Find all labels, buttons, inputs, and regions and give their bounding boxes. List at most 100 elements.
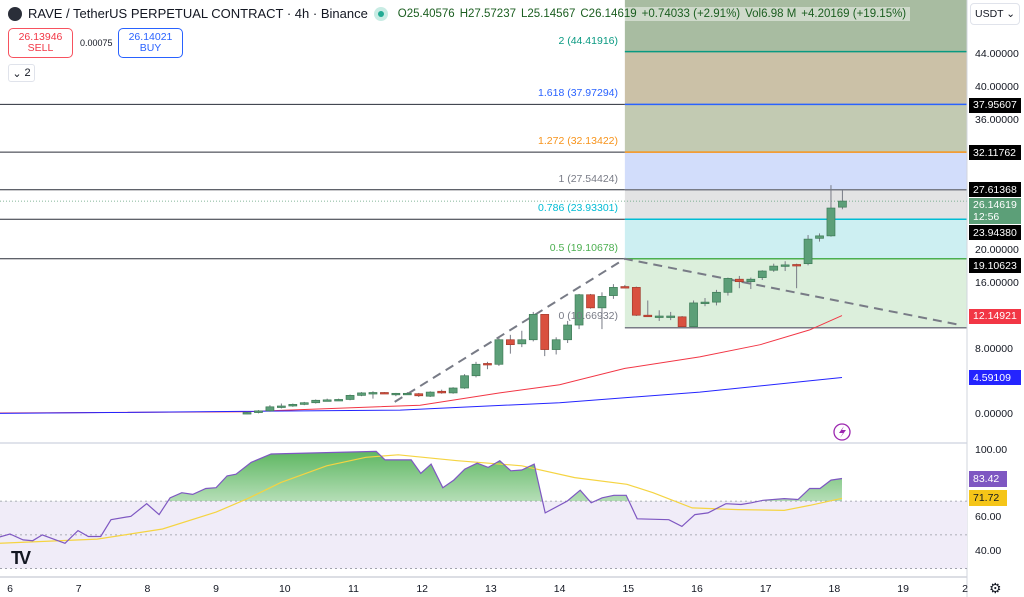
- time-axis-label: 6: [7, 583, 13, 595]
- candle: [563, 320, 572, 344]
- market-status-icon[interactable]: [373, 6, 388, 21]
- lightning-bolt-icon: [839, 426, 846, 438]
- candle-body: [769, 265, 779, 271]
- candle-body: [609, 287, 618, 296]
- time-axis-label: 8: [144, 583, 151, 595]
- candle: [666, 311, 676, 321]
- fib-zone: [624, 0, 967, 52]
- price-tag: 23.94380: [969, 225, 1021, 241]
- fib-level-label: 1.618 (37.97294): [538, 87, 618, 100]
- dashed-trendline: [394, 257, 961, 403]
- indicators-toggle-button[interactable]: ⌄ 2: [8, 64, 35, 82]
- candle: [746, 277, 756, 290]
- price-axis-label: 36.00000: [975, 113, 1019, 126]
- sell-price: 26.13946: [18, 31, 63, 43]
- fib-zone: [624, 189, 967, 220]
- time-axis-label: 13: [485, 583, 497, 595]
- moving-average-red: [0, 315, 843, 414]
- time-axis-label: 11: [348, 583, 359, 595]
- candle: [620, 284, 630, 289]
- candle: [689, 300, 698, 328]
- candle: [425, 391, 435, 398]
- currency-select[interactable]: USDT ⌄: [970, 3, 1020, 25]
- candle: [597, 292, 607, 330]
- candle: [311, 399, 321, 404]
- fib-level-label: 1 (27.54424): [558, 172, 618, 185]
- candle: [735, 275, 744, 289]
- candle-body: [448, 387, 458, 394]
- candle-body: [483, 363, 492, 366]
- candle-body: [689, 302, 698, 328]
- time-axis-label: 9: [213, 583, 220, 595]
- buy-button[interactable]: 26.14021 BUY: [118, 28, 183, 58]
- candle-body: [540, 314, 550, 350]
- fib-zone: [624, 219, 967, 259]
- currency-label: USDT: [975, 8, 1004, 20]
- candle-body: [334, 399, 343, 402]
- rsi-axis-label: 40.00: [975, 544, 1002, 557]
- candle: [483, 361, 492, 370]
- candle: [677, 316, 687, 329]
- tradingview-logo-icon[interactable]: TV: [11, 548, 31, 568]
- candle: [380, 392, 389, 395]
- change2-value: +4.20169 (+19.15%): [801, 7, 907, 20]
- rsi-ma-line: [0, 454, 843, 544]
- price-tag: 37.95607: [969, 97, 1021, 113]
- candle-body: [826, 207, 836, 237]
- candle-body: [792, 264, 801, 267]
- rsi-axis-label: 100.00: [975, 443, 1008, 456]
- chevron-down-icon: ⌄: [1006, 8, 1015, 20]
- symbol-title[interactable]: RAVE / TetherUS PERPETUAL CONTRACT · 4h …: [28, 6, 368, 21]
- candle-body: [368, 392, 378, 395]
- candle-body: [265, 406, 275, 412]
- spread-value: 0.00075: [80, 38, 113, 48]
- fib-zone: [624, 152, 967, 190]
- candle-body: [277, 405, 286, 408]
- candle-body: [311, 399, 321, 404]
- price-axis-label: 8.00000: [975, 342, 1013, 355]
- candle: [471, 361, 481, 378]
- fib-level-label: 1.272 (32.13422): [538, 135, 618, 148]
- candle-body: [677, 316, 687, 328]
- candle: [299, 401, 309, 406]
- open-value: O25.40576: [397, 7, 455, 20]
- price-axis-label: 0.00000: [975, 408, 1013, 420]
- candle: [631, 286, 641, 317]
- candle-body: [597, 296, 607, 309]
- candle: [288, 403, 298, 407]
- settings-gear-icon[interactable]: ⚙: [989, 580, 1002, 596]
- candle-body: [322, 399, 332, 402]
- candle-body: [815, 235, 824, 239]
- time-axis-label: 2: [962, 583, 968, 595]
- candle-body: [654, 315, 664, 318]
- candle: [654, 310, 664, 321]
- sell-label: SELL: [27, 42, 54, 54]
- candle-body: [631, 287, 641, 316]
- candle-body: [460, 375, 469, 389]
- candle: [528, 311, 538, 342]
- rsi-axis-label: 60.00: [975, 511, 1002, 523]
- last-price-tag: 26.14619 12:56: [969, 198, 1021, 225]
- candle-body: [299, 402, 309, 405]
- candle: [357, 392, 366, 397]
- candle-body: [391, 392, 401, 396]
- buy-label: BUY: [139, 42, 162, 54]
- price-axis-label: 20.00000: [975, 244, 1019, 257]
- price-axis-label: 40.00000: [975, 80, 1019, 93]
- candle-body: [437, 390, 447, 394]
- time-axis-label: 15: [622, 583, 635, 595]
- rsi-line: [0, 450, 843, 544]
- candle-body: [494, 339, 504, 365]
- candle-body: [803, 238, 813, 265]
- chevron-down-icon: ⌄: [12, 67, 22, 80]
- sell-button[interactable]: 26.13946 SELL: [8, 28, 73, 58]
- candle-body: [471, 363, 481, 377]
- time-axis-label: 14: [553, 583, 566, 595]
- fib-level-label: 0 (10.66932): [558, 309, 618, 322]
- candle-body: [345, 395, 355, 400]
- fib-zone: [624, 104, 967, 153]
- volume-value: Vol6.98 M: [745, 7, 797, 20]
- high-value: H27.57237: [459, 7, 516, 20]
- candle: [700, 298, 710, 307]
